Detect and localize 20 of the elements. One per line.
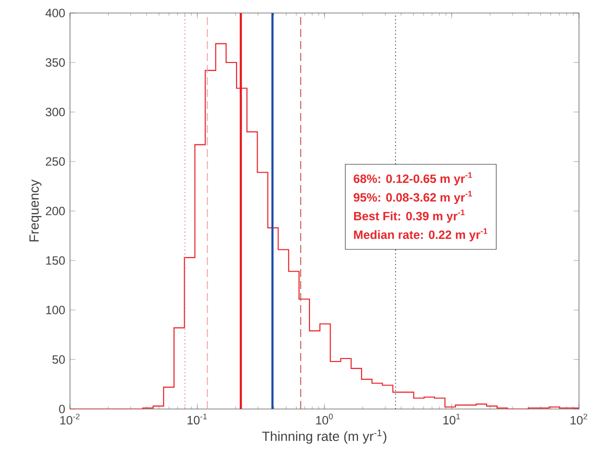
y-tick-label: 300 bbox=[46, 108, 65, 116]
y-tick-label: 0 bbox=[59, 404, 65, 414]
x-axis-title: Thinning rate (m yr$^{-1}$) bbox=[262, 430, 386, 444]
annotation: Median rate: 0.22 m yr$^{-1}$ bbox=[354, 228, 488, 242]
y-tick-label: 350 bbox=[46, 58, 65, 67]
annotation: 95%: 0.08-3.62 m yr$^{-1}$ bbox=[354, 190, 472, 204]
y-tick-label: 100 bbox=[46, 306, 65, 314]
y-tick-label: 50 bbox=[52, 355, 65, 364]
y-tick-label: 150 bbox=[46, 256, 65, 265]
x-tick-label: 10$^{1}$ bbox=[443, 414, 460, 424]
x-tick-label: 10$^{-1}$ bbox=[188, 414, 207, 424]
y-tick-label: 250 bbox=[46, 157, 65, 166]
annotation: 68%: 0.12-0.65 m yr$^{-1}$ bbox=[354, 172, 472, 186]
x-tick-label: 10$^{2}$ bbox=[570, 414, 588, 425]
x-tick-label: 10$^{0}$ bbox=[316, 414, 333, 425]
y-tick-label: 200 bbox=[46, 206, 65, 216]
y-tick-label: 400 bbox=[46, 8, 65, 18]
x-tick-label: 10$^{-2}$ bbox=[60, 414, 80, 425]
annotation: Best Fit: 0.39 m yr$^{-1}$ bbox=[354, 210, 465, 223]
y-axis-title: Frequency bbox=[30, 180, 42, 242]
